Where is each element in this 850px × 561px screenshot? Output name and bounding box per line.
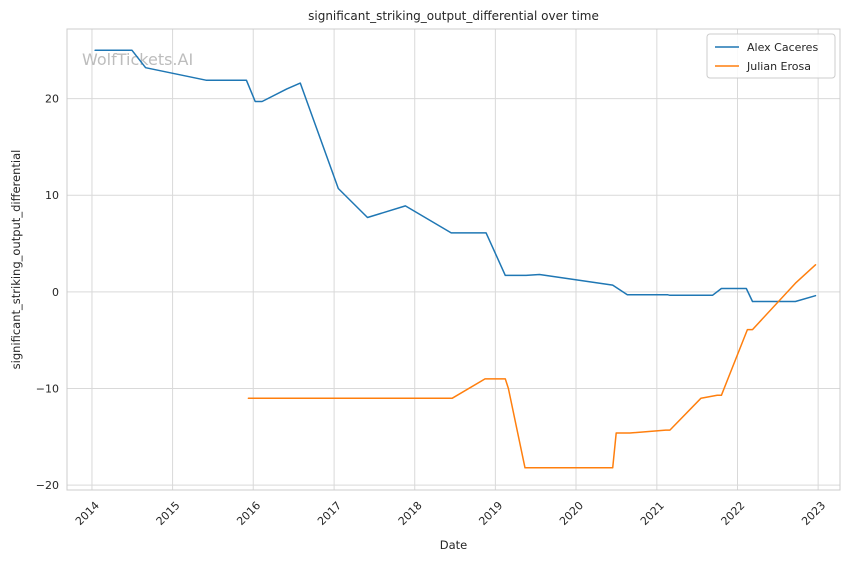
y-tick-label: −20: [36, 479, 59, 492]
legend-label: Alex Caceres: [747, 41, 818, 54]
legend-label: Julian Erosa: [746, 60, 811, 73]
series-lines: [94, 49, 817, 469]
y-tick-label: 0: [52, 286, 59, 299]
tick-labels: 2014 2015 2016 2017 2018 2019 2020 2021 2022 2023…: [36, 93, 828, 528]
series-line: [247, 264, 817, 469]
y-tick-label: 20: [45, 93, 59, 106]
watermark-text: WolfTickets.AI: [82, 50, 193, 69]
legend-box: [706, 33, 836, 79]
x-axis-label: Date: [440, 538, 468, 552]
chart-title: significant_striking_output_differential…: [308, 9, 599, 23]
y-axis-label: significant_striking_output_differential: [9, 150, 23, 370]
series-line: [94, 49, 817, 303]
y-tick-label: 10: [45, 189, 59, 202]
legend: Alex Caceres Julian Erosa: [706, 33, 836, 79]
grid: [67, 29, 840, 490]
plot-frame: [66, 28, 841, 491]
y-tick-label: −10: [36, 383, 59, 396]
